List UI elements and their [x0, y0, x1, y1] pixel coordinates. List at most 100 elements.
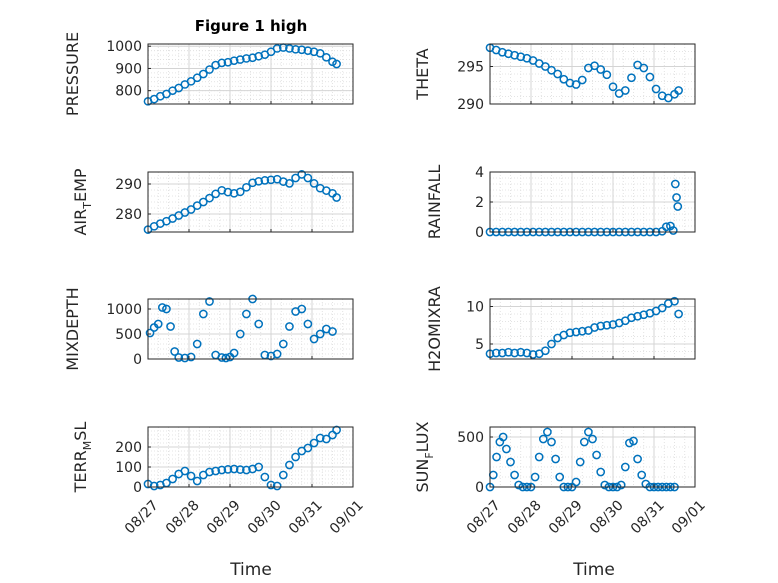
data-point [553, 69, 563, 79]
data-point [530, 472, 540, 482]
data-point [272, 481, 282, 491]
x-tick-label: 08/29 [204, 497, 244, 537]
data-point [174, 353, 184, 362]
data-point [297, 304, 307, 314]
data-point [608, 82, 618, 92]
data-point [242, 182, 251, 192]
data-point [199, 69, 208, 79]
data-point [315, 433, 325, 443]
data-point [272, 349, 282, 359]
y-tick-label: 500 [457, 430, 484, 446]
data-point [673, 202, 683, 211]
data-point [229, 348, 239, 358]
y-tick-label: 2 [475, 195, 484, 211]
data-point [639, 310, 649, 320]
y-axis-label: PRESSURE [63, 32, 82, 116]
data-point [668, 226, 678, 235]
data-point [180, 353, 190, 363]
data-point [205, 467, 214, 477]
data-point [309, 334, 319, 344]
data-point [242, 54, 251, 63]
data-point [291, 173, 300, 183]
subplot-8: 0 500 08/27 08/28 08/29 08/30 08/31 09/01 SUNFLU… [413, 421, 709, 537]
data-point [315, 48, 325, 58]
data-point [322, 434, 331, 444]
y-tick-label: 1000 [106, 39, 142, 55]
data-point [291, 452, 300, 462]
x-tick-label: 08/31 [286, 497, 326, 537]
data-point [186, 471, 196, 481]
data-point [297, 45, 307, 55]
data-point [559, 74, 569, 84]
data-point [497, 47, 507, 57]
y-tick-label: 5 [475, 337, 484, 353]
data-point [291, 44, 300, 54]
data-point [541, 62, 550, 71]
data-point [303, 46, 313, 56]
data-point [602, 320, 612, 330]
x-axis-label-right: Time [572, 560, 615, 580]
y-axis-label: MIXDEPTH [63, 287, 82, 370]
axes-frame [489, 43, 696, 105]
data-point [645, 72, 655, 82]
subplot-7: 0 100 200 08/27 08/28 08/29 08/30 08/31 09/01 TER… [71, 422, 367, 538]
data-point [492, 452, 501, 462]
data-point [504, 347, 513, 357]
x-tick-label: 08/28 [163, 497, 203, 537]
data-point [223, 465, 233, 474]
axes-frame [147, 298, 354, 360]
data-point [162, 304, 171, 314]
data-point [166, 322, 175, 331]
data-point [670, 296, 679, 306]
data-point [491, 348, 501, 358]
data-point [285, 322, 294, 331]
data-point [260, 176, 270, 185]
data-point [672, 193, 681, 202]
data-point [627, 73, 636, 83]
data-point [192, 476, 202, 486]
y-tick-label: 500 [115, 327, 142, 343]
data-point [543, 427, 552, 437]
data-point [332, 59, 341, 69]
data-point [254, 462, 264, 472]
data-point [620, 462, 630, 472]
data-point [170, 347, 179, 356]
y-tick-label: 290 [457, 97, 484, 113]
y-tick-label: 900 [115, 61, 142, 77]
data-point [571, 477, 581, 487]
data-point [596, 467, 606, 477]
data-point [235, 55, 245, 64]
data-point [516, 52, 526, 62]
data-point [639, 63, 649, 73]
data-point [278, 339, 288, 349]
data-point [235, 329, 245, 339]
data-point [211, 189, 220, 199]
data-point [303, 173, 313, 183]
data-point [205, 297, 214, 306]
axes-frame [147, 171, 354, 233]
x-tick-label: 08/27 [464, 497, 504, 537]
data-point [266, 480, 276, 490]
data-point [328, 327, 337, 336]
data-point [670, 179, 680, 189]
data-point [541, 346, 550, 356]
x-tick-label: 08/30 [245, 497, 285, 537]
data-point [600, 480, 610, 490]
x-tick-label: 08/31 [628, 497, 668, 537]
data-point [627, 313, 636, 323]
data-point [229, 56, 239, 66]
axes-frame [489, 298, 696, 360]
x-tick-label: 08/28 [505, 497, 545, 537]
axes-frame [489, 426, 696, 488]
x-axis-label-left: Time [229, 560, 272, 580]
y-tick-label: 800 [115, 84, 142, 100]
data-point [221, 353, 231, 363]
data-point [332, 425, 341, 435]
data-point [272, 44, 282, 53]
data-point [608, 320, 618, 329]
data-point [502, 444, 511, 454]
y-axis-label: RAINFALL [425, 165, 444, 240]
data-point [516, 347, 526, 357]
data-point [538, 434, 548, 444]
